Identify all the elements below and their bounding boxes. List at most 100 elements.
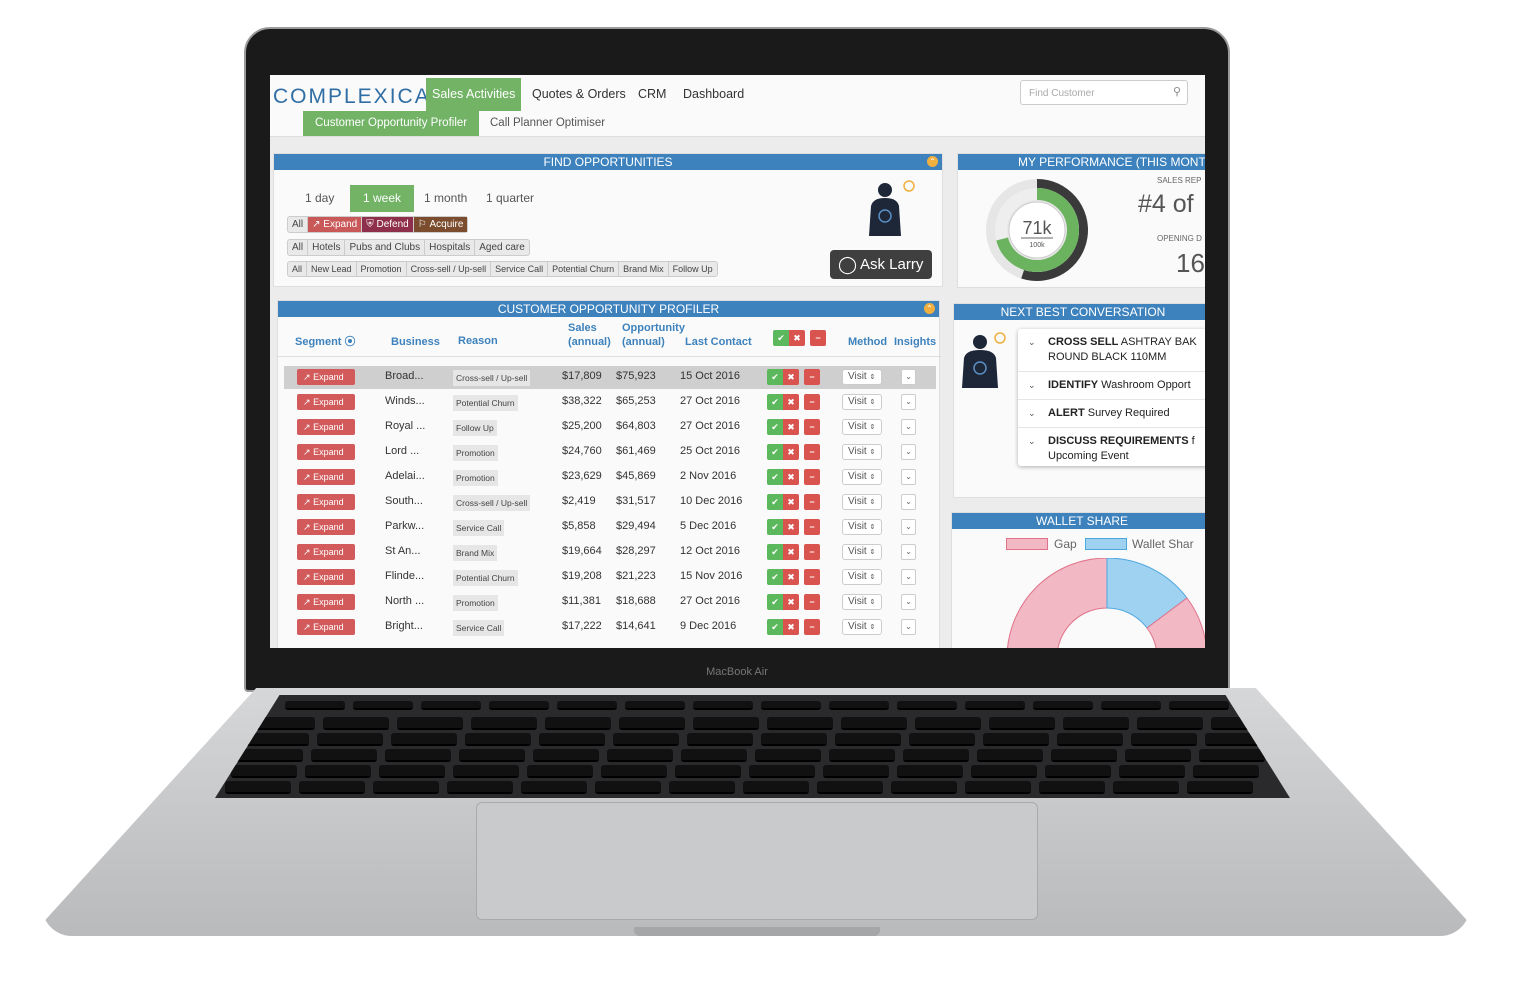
accept-icon[interactable]: ✔	[767, 569, 783, 585]
nav-quotes-orders[interactable]: Quotes & Orders	[532, 87, 626, 101]
period-1-day[interactable]: 1 day	[305, 191, 335, 205]
business-type-hospitals[interactable]: Hospitals	[425, 240, 476, 255]
method-select[interactable]: Visit ⇕	[842, 444, 882, 460]
conversation-item[interactable]: ⌄ ALERT Survey Required	[1018, 400, 1205, 428]
business-name[interactable]: Lord ...	[385, 445, 420, 457]
reason-potential-churn[interactable]: Potential Churn	[548, 262, 620, 276]
col-last-contact[interactable]: Last Contact	[685, 336, 752, 348]
chevron-down-icon[interactable]: ⌄	[1028, 337, 1036, 347]
accept-icon[interactable]: ✔	[767, 544, 783, 560]
reason-cross-sell-up-sell[interactable]: Cross-sell / Up-sell	[407, 262, 492, 276]
reject-icon[interactable]: ✖	[783, 469, 799, 485]
conversation-item[interactable]: ⌄ IDENTIFY Washroom Opport	[1018, 372, 1205, 400]
accept-icon[interactable]: ✔	[767, 519, 783, 535]
reason-service-call[interactable]: Service Call	[491, 262, 549, 276]
segment-badge[interactable]: ↗ Expand	[297, 394, 355, 410]
method-select[interactable]: Visit ⇕	[842, 544, 882, 560]
business-name[interactable]: Bright...	[385, 620, 423, 632]
table-row[interactable]: ↗ Expand South... Cross-sell / Up-sell $2,4…	[284, 491, 936, 514]
business-name[interactable]: South...	[385, 495, 423, 507]
segment-badge[interactable]: ↗ Expand	[297, 419, 355, 435]
insights-dropdown-icon[interactable]: ⌄	[901, 594, 916, 610]
business-type-aged-care[interactable]: Aged care	[479, 242, 525, 253]
insights-dropdown-icon[interactable]: ⌄	[901, 469, 916, 485]
reason-new-lead[interactable]: New Lead	[307, 262, 357, 276]
table-row[interactable]: ↗ Expand North ... Promotion $11,381 $18,688…	[284, 591, 936, 614]
table-row[interactable]: ↗ Expand Flinde... Potential Churn $19,208 $…	[284, 566, 936, 589]
segment-badge[interactable]: ↗ Expand	[297, 369, 355, 385]
chevron-down-icon[interactable]: ⌄	[1028, 436, 1036, 446]
col-method[interactable]: Method	[848, 336, 888, 348]
segment-badge[interactable]: ↗ Expand	[297, 594, 355, 610]
reject-icon[interactable]: ✖	[783, 394, 799, 410]
period-1-quarter[interactable]: 1 quarter	[486, 191, 535, 205]
method-select[interactable]: Visit ⇕	[842, 494, 882, 510]
segment-acquire[interactable]: ⚐ Acquire	[413, 217, 468, 232]
reject-icon[interactable]: ✖	[783, 444, 799, 460]
remove-icon[interactable]: −	[804, 394, 820, 410]
business-type-all[interactable]: All	[288, 240, 309, 255]
remove-icon[interactable]: −	[804, 469, 820, 485]
business-type-hotels[interactable]: Hotels	[308, 240, 346, 255]
insights-dropdown-icon[interactable]: ⌄	[901, 369, 916, 385]
method-select[interactable]: Visit ⇕	[842, 369, 882, 385]
find-customer-input[interactable]: Find Customer ⚲	[1020, 80, 1188, 105]
remove-icon[interactable]: −	[804, 544, 820, 560]
col-segment[interactable]: Segment ⦿	[295, 336, 356, 348]
reject-icon[interactable]: ✖	[783, 519, 799, 535]
method-select[interactable]: Visit ⇕	[842, 394, 882, 410]
remove-icon[interactable]: −	[804, 619, 820, 635]
business-type-pubs-and-clubs[interactable]: Pubs and Clubs	[345, 240, 426, 255]
segment-badge[interactable]: ↗ Expand	[297, 444, 355, 460]
reject-icon[interactable]: ✖	[783, 494, 799, 510]
col-insights[interactable]: Insights	[894, 336, 937, 348]
remove-icon[interactable]: −	[804, 494, 820, 510]
segment-badge[interactable]: ↗ Expand	[297, 569, 355, 585]
table-row[interactable]: ↗ Expand Parkw... Service Call $5,858 $29,49…	[284, 516, 936, 539]
method-select[interactable]: Visit ⇕	[842, 469, 882, 485]
reason-brand-mix[interactable]: Brand Mix	[619, 262, 669, 276]
col-business[interactable]: Business	[391, 336, 440, 348]
accept-icon[interactable]: ✔	[767, 594, 783, 610]
insights-dropdown-icon[interactable]: ⌄	[901, 619, 916, 635]
reject-icon[interactable]: ✖	[783, 619, 799, 635]
table-row[interactable]: ↗ Expand Royal ... Follow Up $25,200 $64,803…	[284, 416, 936, 439]
ask-larry-button[interactable]: ◯ Ask Larry	[830, 250, 932, 279]
business-name[interactable]: Broad...	[385, 370, 424, 382]
accept-icon[interactable]: ✔	[767, 369, 783, 385]
remove-all-icon[interactable]: −	[810, 330, 826, 346]
remove-icon[interactable]: −	[804, 419, 820, 435]
remove-icon[interactable]: −	[804, 444, 820, 460]
segment-badge[interactable]: ↗ Expand	[297, 469, 355, 485]
chevron-down-icon[interactable]: ⌄	[1028, 380, 1036, 390]
reject-icon[interactable]: ✖	[783, 419, 799, 435]
segment-badge[interactable]: ↗ Expand	[297, 494, 355, 510]
accept-icon[interactable]: ✔	[767, 619, 783, 635]
segment-defend[interactable]: ⛨ Defend	[362, 217, 414, 232]
search-icon[interactable]: ⚲	[1172, 86, 1181, 98]
insights-dropdown-icon[interactable]: ⌄	[901, 394, 916, 410]
chevron-down-icon[interactable]: ⌄	[1028, 408, 1036, 418]
table-row[interactable]: ↗ Expand Adelai... Promotion $23,629 $45,869…	[284, 466, 936, 489]
insights-dropdown-icon[interactable]: ⌄	[901, 494, 916, 510]
insights-dropdown-icon[interactable]: ⌄	[901, 569, 916, 585]
business-name[interactable]: St An...	[385, 545, 421, 557]
reject-icon[interactable]: ✖	[783, 594, 799, 610]
insights-dropdown-icon[interactable]: ⌄	[901, 519, 916, 535]
remove-icon[interactable]: −	[804, 569, 820, 585]
table-row[interactable]: ↗ Expand St An... Brand Mix $19,664 $28,297 1…	[284, 541, 936, 564]
business-name[interactable]: Parkw...	[385, 520, 425, 532]
accept-icon[interactable]: ✔	[767, 394, 783, 410]
business-name[interactable]: Royal ...	[385, 420, 426, 432]
table-row[interactable]: ↗ Expand Lord ... Promotion $24,760 $61,469 2…	[284, 441, 936, 464]
accept-icon[interactable]: ✔	[767, 469, 783, 485]
business-name[interactable]: Winds...	[385, 395, 425, 407]
reason-promotion[interactable]: Promotion	[357, 262, 407, 276]
period-1-month[interactable]: 1 month	[424, 191, 468, 205]
method-select[interactable]: Visit ⇕	[842, 619, 882, 635]
business-name[interactable]: Flinde...	[385, 570, 425, 582]
segment-expand[interactable]: ↗ Expand	[308, 217, 363, 232]
nav-dashboard[interactable]: Dashboard	[683, 87, 745, 101]
segment-all[interactable]: All	[288, 217, 309, 232]
reject-icon[interactable]: ✖	[783, 544, 799, 560]
